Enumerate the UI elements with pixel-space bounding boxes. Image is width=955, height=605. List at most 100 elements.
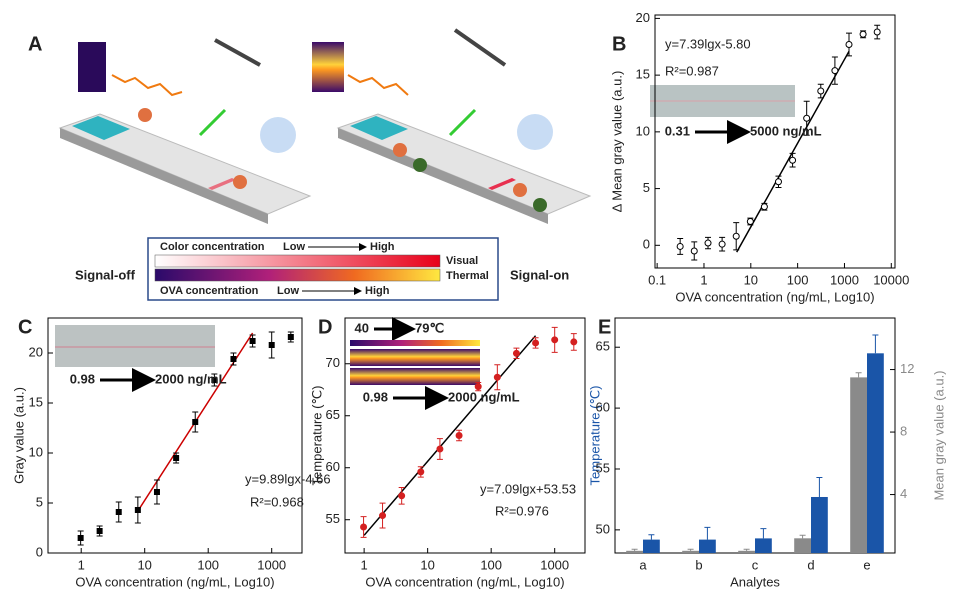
laser <box>198 108 227 137</box>
bar <box>867 353 884 553</box>
marker <box>115 509 122 515</box>
marker <box>718 240 726 248</box>
y2-axis-label: Mean gray value (a.u.) <box>931 370 946 500</box>
marker <box>153 489 160 495</box>
y-axis-label: Temperature (℃) <box>309 386 324 486</box>
bar <box>626 550 643 553</box>
x-tick-label: 10 <box>744 272 758 287</box>
legend-text: Visual <box>446 255 478 267</box>
error-bar <box>760 528 767 539</box>
plot-frame <box>654 14 896 269</box>
error-bar <box>631 548 638 551</box>
y-tick-label: 15 <box>636 67 650 82</box>
legend-text: OVA concentration <box>160 285 259 297</box>
marker <box>417 468 425 476</box>
test-line <box>488 178 516 190</box>
marker <box>789 156 797 164</box>
fit-line <box>736 50 850 253</box>
y-tick-label: 0 <box>643 237 650 252</box>
marker <box>676 242 684 250</box>
marker <box>532 339 540 347</box>
marker <box>803 114 811 122</box>
thermal-image-on <box>312 42 344 92</box>
r-squared: R²=0.987 <box>665 63 719 78</box>
y-tick-label: 5 <box>36 494 43 509</box>
legend-text: Color concentration <box>160 241 265 253</box>
inset-temp-to: 79℃ <box>415 320 444 335</box>
x-axis-label: OVA concentration (ng/mL, Log10) <box>365 574 564 589</box>
y-tick-label: 55 <box>596 460 610 475</box>
x-tick-label: 100 <box>480 557 502 572</box>
y-tick-label: 50 <box>596 521 610 536</box>
x-tick-label: 10 <box>137 557 151 572</box>
signal-on-label: Signal-on <box>510 267 569 282</box>
y-tick-label: 65 <box>596 339 610 354</box>
legend-text: Low <box>277 285 299 297</box>
inset-from: 0.31 <box>665 123 690 138</box>
x-tick-label: c <box>752 557 759 572</box>
pipette <box>214 38 261 67</box>
y-tick-label: 10 <box>29 444 43 459</box>
r-squared: R²=0.968 <box>250 494 304 509</box>
y-tick-label: 20 <box>636 10 650 25</box>
visual-bar <box>154 254 441 268</box>
laser <box>448 108 477 137</box>
marker <box>379 512 387 520</box>
inset-from: 0.98 <box>363 389 388 404</box>
marker <box>192 419 199 425</box>
legend-text: Thermal <box>446 270 489 282</box>
marker <box>287 334 294 340</box>
panel-label: B <box>612 33 626 55</box>
error-bar <box>855 372 862 378</box>
droplet <box>260 117 296 153</box>
marker <box>96 528 103 534</box>
marker <box>845 40 853 48</box>
strip-side <box>338 128 548 224</box>
droplet <box>517 114 553 150</box>
y-tick-label: 0 <box>36 544 43 559</box>
panel-label: D <box>318 316 332 338</box>
sample-pad <box>72 116 130 140</box>
error-bar <box>872 334 879 354</box>
y-tick-label: 15 <box>29 394 43 409</box>
legend-text: High <box>370 241 395 253</box>
error-bar <box>816 477 823 497</box>
strip-side <box>60 128 268 224</box>
marker <box>704 239 712 247</box>
marker <box>760 203 768 211</box>
thermal-image-off <box>78 42 106 92</box>
bar <box>643 539 660 553</box>
x-tick-label: d <box>807 557 814 572</box>
y-axis-label: Gray value (a.u.) <box>11 387 26 484</box>
bar <box>794 538 811 553</box>
strip <box>58 113 312 215</box>
insets <box>55 85 795 410</box>
ir-wave <box>111 74 183 97</box>
equation: y=7.09lgx+53.53 <box>480 481 576 496</box>
panel-label: C <box>18 316 32 338</box>
marker <box>732 232 740 240</box>
pipette <box>453 28 507 67</box>
x-axis-label: OVA concentration (ng/mL, Log10) <box>75 574 274 589</box>
marker <box>690 247 698 255</box>
temp-bar <box>350 340 480 346</box>
x-tick-label: 1000 <box>540 557 569 572</box>
marker <box>77 535 84 541</box>
y2-tick-label: 8 <box>900 424 907 439</box>
marker <box>134 507 141 513</box>
test-line <box>208 178 236 190</box>
y-tick-label: 70 <box>326 355 340 370</box>
thermal-photo <box>350 368 480 385</box>
marker <box>493 373 501 381</box>
inset-to: 2000 ng/mL <box>155 371 227 386</box>
error-bar <box>799 534 806 539</box>
x-axis-label: Analytes <box>730 574 780 589</box>
bar <box>850 377 867 553</box>
marker <box>230 356 237 362</box>
marker <box>398 492 406 500</box>
bar <box>811 496 828 553</box>
y-tick-label: 60 <box>326 459 340 474</box>
x-tick-label: 1000 <box>257 557 286 572</box>
marker <box>774 178 782 186</box>
